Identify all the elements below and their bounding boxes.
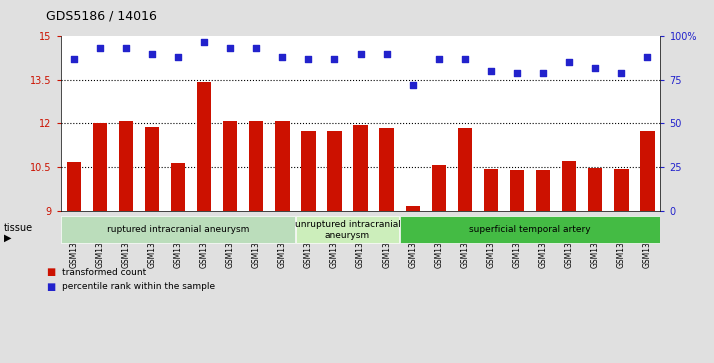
Text: ■: ■ — [46, 282, 56, 292]
Point — [172, 54, 183, 60]
Bar — [588, 168, 603, 211]
Bar — [197, 82, 211, 211]
Bar — [458, 128, 472, 211]
Bar — [301, 131, 316, 211]
Point — [433, 56, 445, 62]
Point — [486, 68, 497, 74]
Point — [68, 56, 79, 62]
Bar — [614, 169, 628, 211]
Bar — [353, 125, 368, 211]
Point — [198, 38, 210, 44]
Point — [590, 65, 601, 70]
Bar — [484, 169, 498, 211]
Point — [146, 51, 158, 57]
Text: GDS5186 / 14016: GDS5186 / 14016 — [46, 9, 157, 22]
Text: superficial temporal artery: superficial temporal artery — [469, 225, 591, 234]
Bar — [93, 123, 107, 211]
Text: unruptured intracranial
aneurysm: unruptured intracranial aneurysm — [295, 220, 401, 240]
Bar — [145, 127, 159, 211]
Bar — [640, 131, 655, 211]
Point — [224, 46, 236, 52]
Point — [538, 70, 549, 76]
Point — [381, 51, 393, 57]
Point — [511, 70, 523, 76]
Point — [94, 46, 106, 52]
Bar — [66, 162, 81, 211]
Bar — [61, 216, 295, 244]
Bar — [327, 131, 342, 211]
Point — [459, 56, 471, 62]
Bar — [171, 163, 185, 211]
Text: ▶: ▶ — [4, 232, 11, 242]
Bar — [406, 206, 420, 211]
Bar — [296, 216, 399, 244]
Bar — [275, 121, 289, 211]
Point — [276, 54, 288, 60]
Bar — [223, 121, 237, 211]
Point — [615, 70, 627, 76]
Text: percentile rank within the sample: percentile rank within the sample — [62, 282, 215, 291]
Point — [642, 54, 653, 60]
Bar — [510, 171, 524, 211]
Point — [303, 56, 314, 62]
Text: tissue: tissue — [4, 223, 33, 233]
Bar — [249, 121, 263, 211]
Bar — [379, 128, 394, 211]
Point — [355, 51, 366, 57]
Text: ruptured intracranial aneurysm: ruptured intracranial aneurysm — [107, 225, 249, 234]
Bar — [562, 160, 576, 211]
Point — [328, 56, 340, 62]
Point — [120, 46, 131, 52]
Bar — [401, 216, 660, 244]
Bar — [432, 165, 446, 211]
Text: transformed count: transformed count — [62, 268, 146, 277]
Text: ■: ■ — [46, 267, 56, 277]
Bar — [536, 171, 550, 211]
Point — [563, 60, 575, 65]
Point — [407, 82, 418, 88]
Point — [251, 46, 262, 52]
Bar — [119, 121, 133, 211]
